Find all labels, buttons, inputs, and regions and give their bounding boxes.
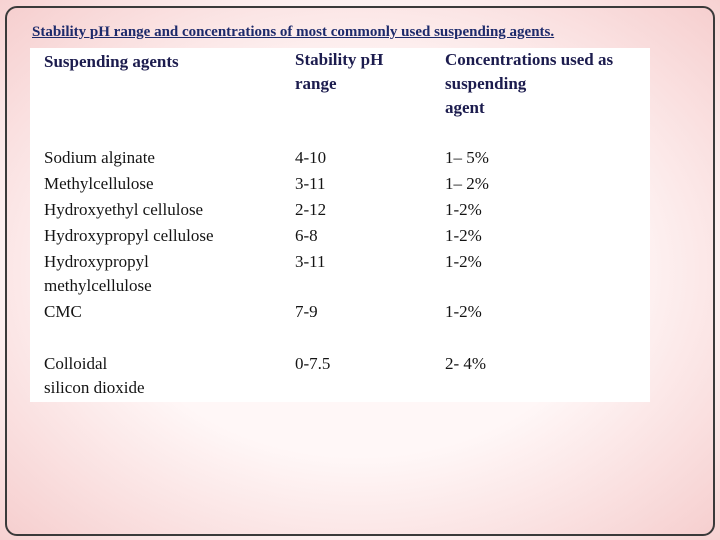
cell-line: 3-11	[295, 174, 326, 193]
table-cell: CMC	[44, 300, 82, 324]
cell-line: Concentrations used as	[445, 50, 614, 69]
cell-line: 1-2%	[445, 226, 482, 245]
cell-line: Suspending agents	[44, 52, 179, 71]
table-cell: 1-2%	[445, 198, 482, 222]
header-cell: Concentrations used as suspending agent	[445, 48, 613, 120]
cell-line: agent	[445, 98, 485, 117]
cell-line: Colloidal	[44, 354, 108, 373]
cell-line: 7-9	[295, 302, 318, 321]
header-cell: Suspending agents	[44, 50, 179, 74]
cell-line: Stability pH	[295, 50, 384, 69]
cell-line: 1– 2%	[445, 174, 489, 193]
table-cell: 1-2%	[445, 250, 482, 274]
table-cell: 0-7.5	[295, 352, 330, 376]
cell-line: 4-10	[295, 148, 327, 167]
table: Suspending agents Stability pH range Concen…	[30, 48, 650, 402]
cell-line: 0-7.5	[295, 354, 331, 373]
cell-line: 2-12	[295, 200, 327, 219]
cell-line: Methylcellulose	[44, 174, 154, 193]
cell-line: suspending	[445, 74, 527, 93]
table-cell: 3-11	[295, 250, 326, 274]
cell-line: CMC	[44, 302, 82, 321]
cell-line: 1-2%	[445, 302, 482, 321]
cell-line: 2- 4%	[445, 354, 487, 373]
header-cell: Stability pH range	[295, 48, 383, 96]
cell-line: 6-8	[295, 226, 318, 245]
cell-line: 1– 5%	[445, 148, 489, 167]
title: Stability pH range and concentrations of…	[32, 24, 555, 40]
table-cell: 3-11	[295, 172, 326, 196]
table-cell: Hydroxypropyl cellulose	[44, 224, 214, 248]
cell-line: Hydroxypropyl	[44, 252, 149, 271]
table-cell: 1-2%	[445, 300, 482, 324]
table-cell: 7-9	[295, 300, 318, 324]
table-cell: Hydroxyethyl cellulose	[44, 198, 203, 222]
table-cell: 4-10	[295, 146, 326, 170]
table-cell: 1-2%	[445, 224, 482, 248]
table-cell: 2- 4%	[445, 352, 486, 376]
table-cell: 1– 2%	[445, 172, 489, 196]
cell-line: Sodium alginate	[44, 148, 155, 167]
table-cell: 2-12	[295, 198, 326, 222]
cell-line: 1-2%	[445, 200, 482, 219]
table-cell: Hydroxypropyl methylcellulose	[44, 250, 152, 298]
cell-line: silicon dioxide	[44, 378, 145, 397]
cell-line: 3-11	[295, 252, 326, 271]
table-cell: 1– 5%	[445, 146, 489, 170]
cell-line: methylcellulose	[44, 276, 152, 295]
table-cell: 6-8	[295, 224, 318, 248]
table-cell: Colloidal silicon dioxide	[44, 352, 145, 400]
cell-line: Hydroxypropyl cellulose	[44, 226, 214, 245]
cell-line: 1-2%	[445, 252, 482, 271]
table-cell: Methylcellulose	[44, 172, 154, 196]
table-cell: Sodium alginate	[44, 146, 155, 170]
cell-line: range	[295, 74, 337, 93]
cell-line: Hydroxyethyl cellulose	[44, 200, 204, 219]
